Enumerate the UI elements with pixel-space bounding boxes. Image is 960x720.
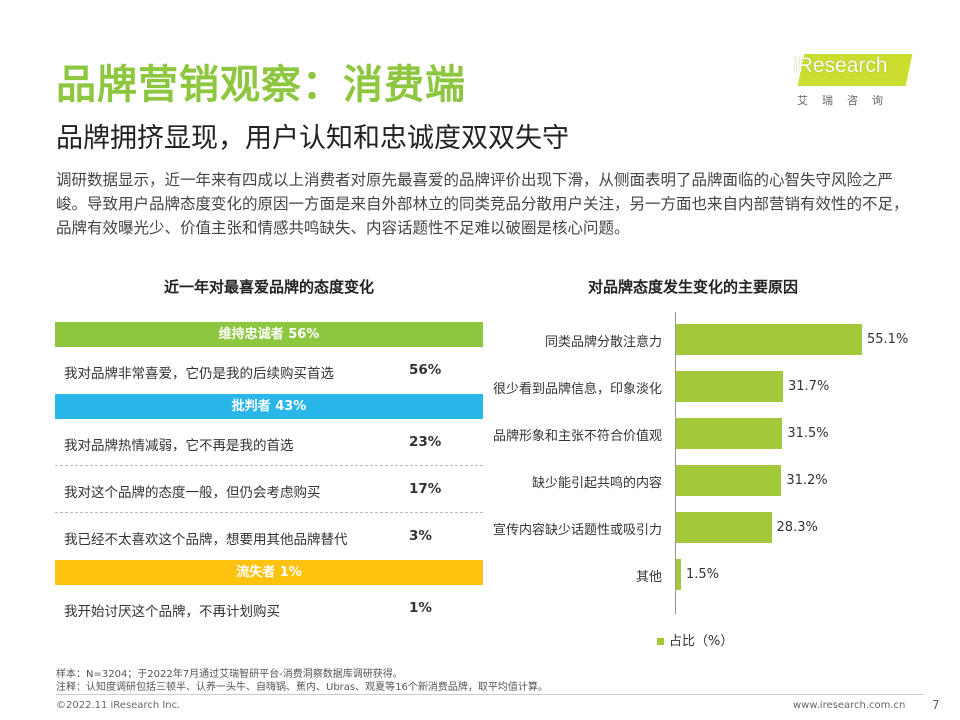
bar	[676, 512, 772, 543]
bar-category-label: 缺少能引起共鸣的内容	[531, 476, 662, 491]
footer-url: www.iresearch.com.cn	[793, 700, 906, 711]
right-chart-title: 对品牌态度发生变化的主要原因	[587, 278, 799, 296]
table-row-value: 17%	[409, 481, 442, 497]
bar-category-label: 同类品牌分散注意力	[544, 335, 662, 350]
bar-category-label: 宣传内容缺少话题性或吸引力	[492, 523, 662, 538]
bar-value-label: 31.2%	[786, 473, 828, 488]
logo-chinese-name: 艾瑞咨询	[797, 94, 897, 107]
page-subtitle: 品牌拥挤显现，用户认知和忠诚度双双失守	[56, 123, 569, 154]
group-header-loyal: 维持忠诚者 56%	[55, 322, 483, 347]
logo-wordmark: iResearch	[793, 54, 888, 78]
bar	[676, 559, 681, 590]
bar-category-label: 品牌形象和主张不符合价值观	[492, 429, 662, 444]
footnote: 注释：认知度调研包括三顿半、认养一头牛、自嗨锅、蕉内、Ubras、观夏等16个新…	[56, 682, 548, 693]
chart-legend: 占比（%）	[657, 630, 733, 649]
table-row-label: 我对品牌非常喜爱，它仍是我的后续购买首选	[64, 366, 334, 382]
iresearch-logo: iResearch 艾瑞咨询	[793, 48, 913, 110]
legend-swatch	[657, 638, 664, 645]
sample-note: 样本：N=3204；于2022年7月通过艾瑞智研平台-消费洞察数据库调研获得。	[56, 669, 403, 680]
bar	[676, 418, 783, 449]
bar-value-label: 55.1%	[867, 332, 909, 347]
bar-category-label: 很少看到品牌信息，印象淡化	[492, 382, 662, 397]
bar-value-label: 28.3%	[776, 520, 818, 535]
table-row-label: 我已经不太喜欢这个品牌，想要用其他品牌替代	[64, 532, 348, 548]
row-divider	[55, 512, 483, 513]
left-chart-title: 近一年对最喜爱品牌的态度变化	[163, 278, 375, 296]
bar-value-label: 31.5%	[787, 426, 829, 441]
page-title: 品牌营销观察：消费端	[56, 62, 466, 108]
page-number: 7	[932, 698, 940, 712]
group-header-critic: 批判者 43%	[55, 394, 483, 419]
table-row-label: 我开始讨厌这个品牌，不再计划购买	[64, 604, 280, 620]
bar-value-label: 31.7%	[788, 379, 830, 394]
bar-value-label: 1.5%	[686, 567, 720, 582]
intro-paragraph: 调研数据显示，近一年来有四成以上消费者对原先最喜爱的品牌评价出现下滑，从侧面表明…	[56, 171, 909, 237]
bar	[676, 324, 862, 355]
table-row-value: 56%	[409, 362, 442, 378]
logo-word-rest: Research	[797, 54, 888, 77]
footer-divider	[56, 694, 924, 695]
table-row-value: 3%	[409, 528, 432, 544]
table-row-label: 我对品牌热情减弱，它不再是我的首选	[64, 438, 294, 454]
group-header-lost: 流失者 1%	[55, 560, 483, 585]
bar-chart-axis	[675, 312, 676, 614]
bar	[676, 371, 783, 402]
legend-label: 占比（%）	[669, 634, 734, 649]
logo-word-i: i	[793, 54, 798, 77]
table-row-label: 我对这个品牌的态度一般，但仍会考虑购买	[64, 485, 321, 501]
footer-copyright: ©2022.11 iResearch Inc.	[56, 700, 181, 711]
bar	[676, 465, 782, 496]
table-row-value: 23%	[409, 434, 442, 450]
row-divider	[55, 465, 483, 466]
table-row-value: 1%	[409, 600, 432, 616]
bar-category-label: 其他	[635, 570, 662, 585]
